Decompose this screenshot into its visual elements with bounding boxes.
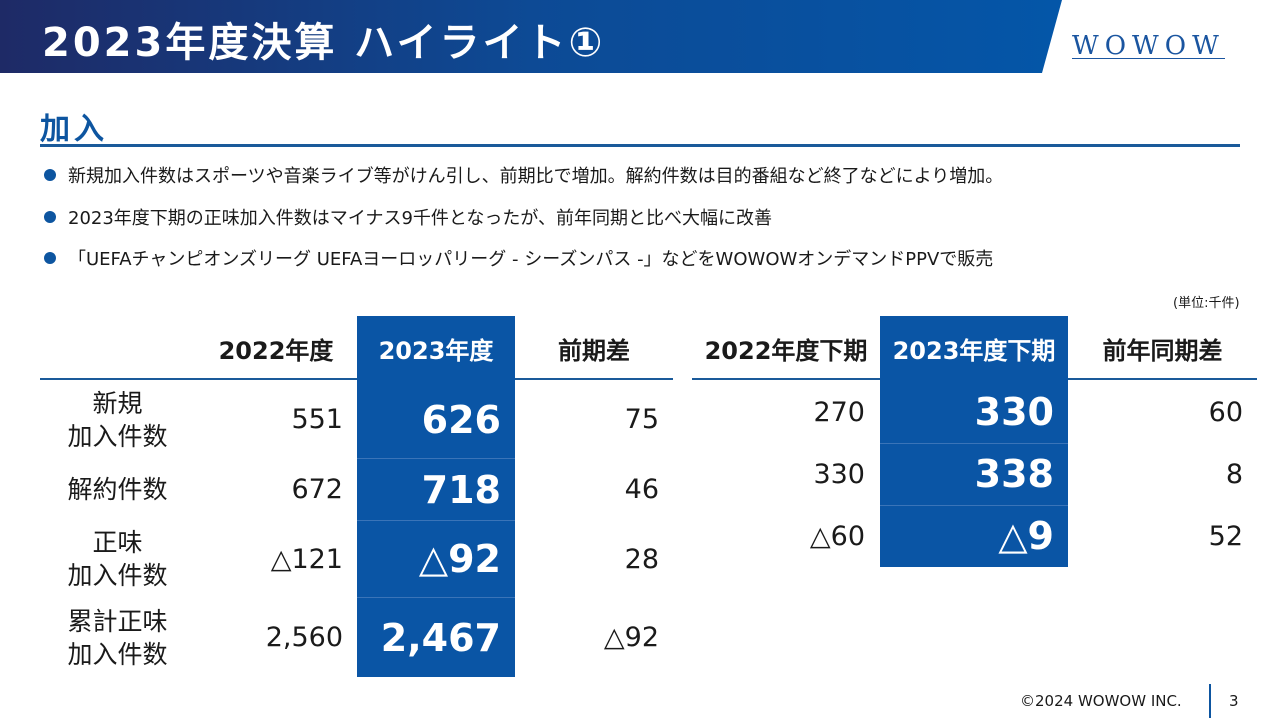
header-2023: 2023年度	[378, 336, 494, 365]
value-diff: 46	[624, 474, 659, 505]
header-rule	[515, 378, 673, 380]
value-2023-h2: △9	[998, 514, 1054, 558]
header-diff-h2: 前年同期差	[1102, 336, 1223, 365]
bullet-item: 新規加入件数はスポーツや音楽ライブ等がけん引し、前期比で増加。解約件数は目的番組…	[44, 162, 1003, 188]
value-2022-h2: 270	[813, 396, 865, 428]
section-divider	[40, 144, 1240, 147]
value-2023: 2,467	[380, 615, 501, 660]
row-label: 解約件数	[67, 475, 168, 504]
value-diff-h2: 60	[1208, 396, 1243, 428]
value-2022: 672	[291, 474, 343, 505]
value-2023-h2: 330	[974, 390, 1054, 434]
value-2022: 551	[291, 404, 343, 435]
section-title: 加入	[40, 112, 108, 147]
footer-divider	[1209, 684, 1211, 718]
value-diff-h2: 8	[1225, 458, 1243, 490]
header-rule	[692, 378, 880, 380]
page-title: 2023年度決算 ハイライト①	[42, 20, 606, 66]
value-diff: 75	[624, 404, 659, 435]
header-2023-h2: 2023年度下期	[892, 336, 1056, 365]
row-label: 正味 加入件数	[67, 528, 168, 590]
bullet-icon	[44, 252, 56, 264]
header-2022: 2022年度	[218, 336, 334, 365]
bullet-icon	[44, 211, 56, 223]
header-banner	[0, 0, 1062, 73]
page-number: 3	[1229, 692, 1239, 710]
row-separator	[357, 597, 515, 598]
row-separator	[880, 443, 1068, 444]
row-separator	[357, 520, 515, 521]
value-2023: 626	[421, 397, 501, 442]
value-2023: △92	[418, 537, 501, 581]
bullet-item: 「UEFAチャンピオンズリーグ UEFAヨーロッパリーグ - シーズンパス -」…	[44, 245, 993, 271]
value-2022-h2: △60	[809, 520, 865, 552]
value-2023-h2: 338	[974, 452, 1054, 496]
header-diff: 前期差	[558, 336, 630, 365]
row-label: 累計正味 加入件数	[67, 606, 168, 669]
bullet-text: 2023年度下期の正味加入件数はマイナス9千件となったが、前年同期と比べ大幅に改…	[68, 208, 772, 229]
bullet-item: 2023年度下期の正味加入件数はマイナス9千件となったが、前年同期と比べ大幅に改…	[44, 204, 772, 230]
value-diff: △92	[603, 622, 659, 653]
value-2023: 718	[421, 467, 501, 512]
value-2022-h2: 330	[813, 458, 865, 490]
bullet-text: 「UEFAチャンピオンズリーグ UEFAヨーロッパリーグ - シーズンパス -」…	[68, 249, 994, 270]
value-diff-h2: 52	[1208, 520, 1243, 552]
copyright: ©2024 WOWOW INC.	[1020, 692, 1182, 710]
value-2022: 2,560	[265, 622, 343, 653]
highlight-column-2023	[357, 316, 515, 677]
bullet-icon	[44, 169, 56, 181]
value-diff: 28	[624, 543, 659, 575]
header-2022-h2: 2022年度下期	[704, 336, 868, 365]
row-separator	[357, 458, 515, 459]
header-rule	[1068, 378, 1257, 380]
value-2022: △121	[270, 543, 343, 575]
bullet-text: 新規加入件数はスポーツや音楽ライブ等がけん引し、前期比で増加。解約件数は目的番組…	[68, 166, 1004, 187]
wowow-logo: WOWOW	[1072, 31, 1225, 61]
highlight-column-2023-h2	[880, 316, 1068, 567]
row-label: 新規 加入件数	[67, 388, 168, 451]
unit-label: (単位:千件)	[1173, 296, 1240, 311]
header-rule	[40, 378, 357, 380]
row-separator	[880, 505, 1068, 506]
